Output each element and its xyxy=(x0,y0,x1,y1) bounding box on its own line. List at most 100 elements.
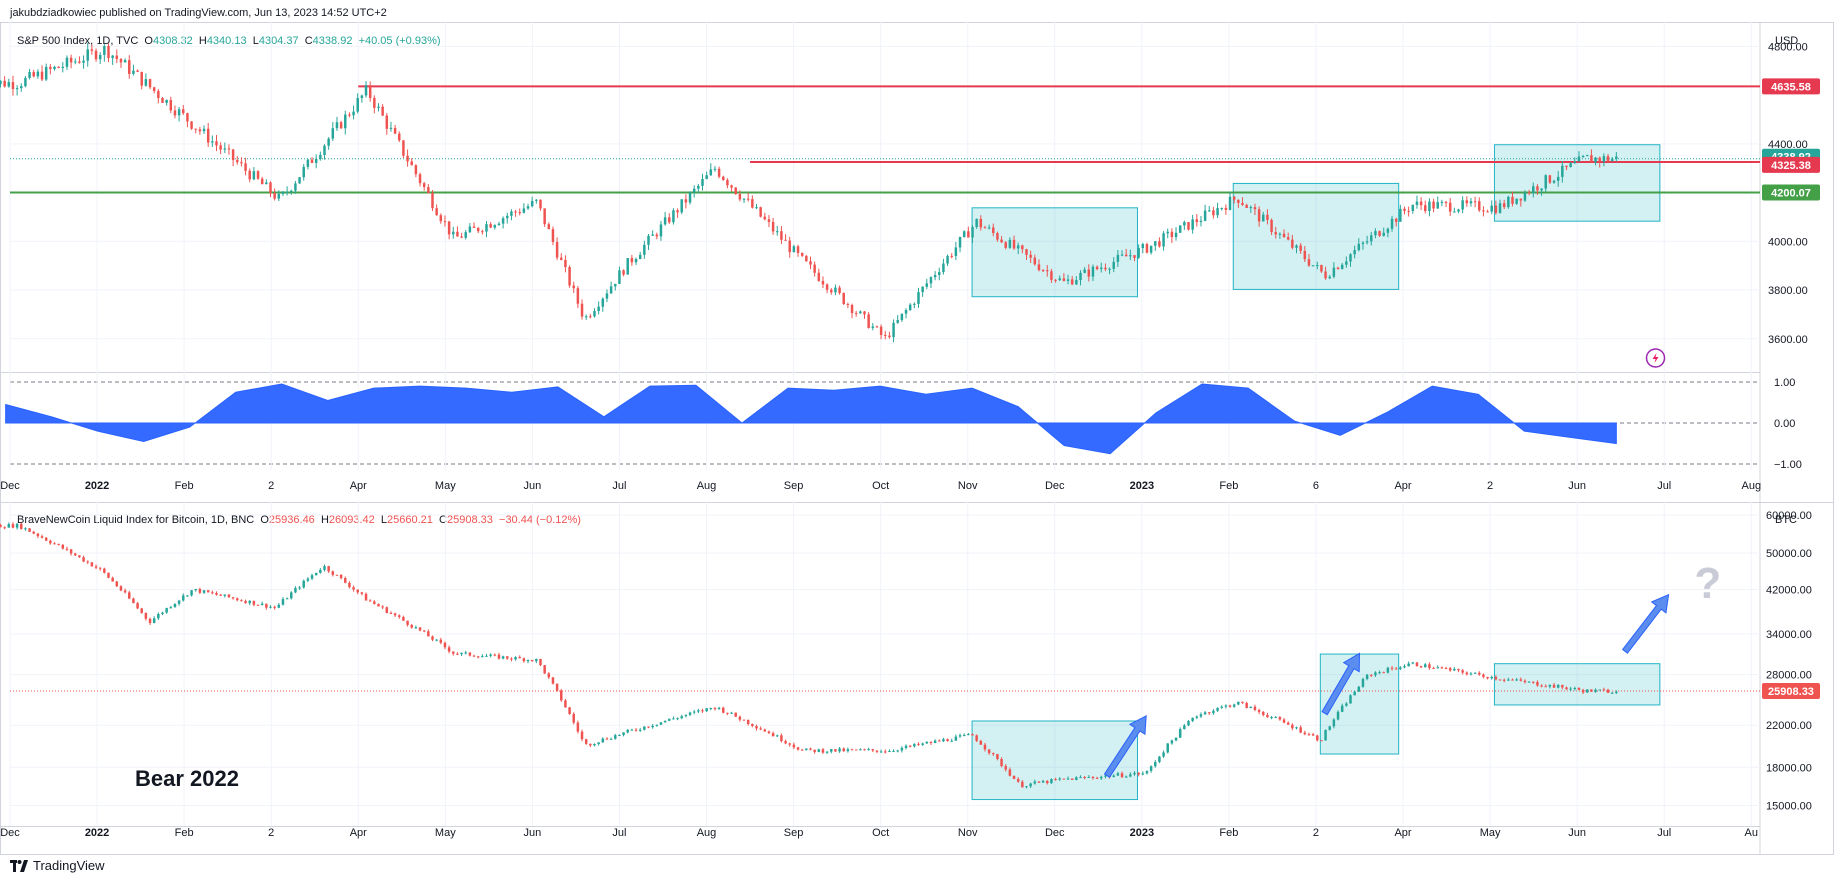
sp500-candle xyxy=(1598,157,1601,162)
sp500-candle xyxy=(551,229,555,242)
btc-candle xyxy=(431,636,434,640)
btc-candle xyxy=(468,652,472,656)
btc-candle xyxy=(1004,766,1007,770)
usd-label: USD xyxy=(1775,35,1799,47)
sp500-candle xyxy=(759,207,762,217)
sp500-candle xyxy=(1428,201,1431,211)
y-tick-label: 15000.00 xyxy=(1766,801,1812,813)
btc-candle xyxy=(1399,667,1402,670)
sp500-candle xyxy=(1299,245,1302,251)
btc-candle xyxy=(348,582,351,588)
level-tag: 4200.07 xyxy=(1771,188,1811,200)
btc-candle xyxy=(1324,729,1327,741)
btc-candle xyxy=(522,658,526,662)
btc-candle xyxy=(1556,684,1560,688)
btc-candle xyxy=(1266,714,1269,718)
sp500-candle xyxy=(560,257,563,260)
btc-candle xyxy=(680,716,683,719)
btc-candle xyxy=(1162,752,1165,757)
sp500-candle xyxy=(983,227,987,229)
sp500-candle xyxy=(1278,233,1282,235)
sp500-candle xyxy=(1124,254,1128,257)
sp500-candle xyxy=(1120,254,1124,256)
btc-candle xyxy=(888,751,891,753)
btc-candle xyxy=(643,726,646,730)
x-tick-label: 2023 xyxy=(1130,827,1154,839)
sp500-candle xyxy=(186,113,189,122)
btc-candle xyxy=(406,620,409,625)
btc-legend: BraveNewCoin Liquid Index for Bitcoin, 1… xyxy=(17,514,581,526)
sp500-candle xyxy=(618,270,621,284)
sp500-candle xyxy=(410,161,413,166)
btc-candle xyxy=(360,592,364,594)
sp500-candle xyxy=(1016,245,1020,249)
btc-candle xyxy=(1262,711,1265,715)
sp500-candle xyxy=(206,128,210,143)
btc-low: 25660.21 xyxy=(387,514,433,526)
btc-candle xyxy=(69,549,73,554)
sp500-candle xyxy=(422,183,426,188)
sp500-candle xyxy=(917,292,920,304)
sp500-candle xyxy=(547,224,551,230)
tradingview-brand[interactable]: TradingView xyxy=(10,858,105,873)
btc-candle xyxy=(834,749,837,752)
sp500-candle xyxy=(1615,156,1618,159)
sp500-candle xyxy=(177,109,181,116)
btc-candle xyxy=(1046,780,1049,784)
btc-candle xyxy=(227,594,231,598)
btc-candle xyxy=(443,642,447,648)
sp500-candle xyxy=(1091,266,1095,277)
btc-candle xyxy=(784,741,787,744)
sp500-candle xyxy=(373,97,376,108)
btc-candle xyxy=(339,574,343,579)
btc-candle xyxy=(1419,666,1423,668)
btc-candle xyxy=(863,749,866,751)
y-tick-label: 22000.00 xyxy=(1766,720,1812,732)
sp500-candle xyxy=(1540,188,1543,191)
sp500-candle xyxy=(501,218,505,224)
x-tick-label: Jul xyxy=(612,827,626,839)
sp500-candle xyxy=(57,66,60,68)
btc-candle xyxy=(240,600,243,602)
btc-last-price-tag-bg xyxy=(1762,682,1820,699)
sp500-candle xyxy=(74,61,77,63)
btc-close: 25908.33 xyxy=(447,514,493,526)
sp500-candle xyxy=(1203,210,1207,221)
btc-candle xyxy=(962,735,966,737)
sp500-candle xyxy=(1378,231,1381,236)
btc-candle xyxy=(572,713,575,723)
btc-candle xyxy=(688,712,692,715)
btc-candle xyxy=(215,593,218,595)
btc-candle xyxy=(1095,777,1099,779)
sp500-candle xyxy=(680,199,683,213)
sp500-candle xyxy=(1473,201,1477,203)
sp500-candle xyxy=(1220,207,1223,209)
btc-candle xyxy=(1411,662,1415,664)
sp500-candle xyxy=(746,198,750,200)
sp500-candle xyxy=(1561,165,1564,177)
sp500-candle xyxy=(776,231,779,233)
btc-candle xyxy=(987,749,991,754)
sp500-candle xyxy=(1461,200,1464,210)
btc-candle xyxy=(103,568,106,573)
sp500-candle xyxy=(1536,186,1539,191)
btc-candle xyxy=(530,659,534,662)
sp500-candle xyxy=(730,185,733,188)
btc-candle xyxy=(49,540,52,544)
sp500-candle xyxy=(356,97,359,112)
btc-candle xyxy=(1158,756,1161,763)
sp500-candle xyxy=(1552,180,1556,183)
btc-candle xyxy=(975,735,978,741)
btc-candle xyxy=(223,594,227,596)
btc-candle xyxy=(206,590,210,593)
x-tick-label: Aug xyxy=(697,827,717,839)
sp500-candle xyxy=(975,218,978,227)
sp500-candle xyxy=(107,46,110,59)
sp500-candle xyxy=(584,316,588,318)
btc-candle xyxy=(1523,680,1527,683)
sp500-candle xyxy=(476,227,480,232)
btc-candle xyxy=(684,714,688,717)
sp500-candle xyxy=(979,218,983,228)
sp500-candle xyxy=(726,179,729,186)
